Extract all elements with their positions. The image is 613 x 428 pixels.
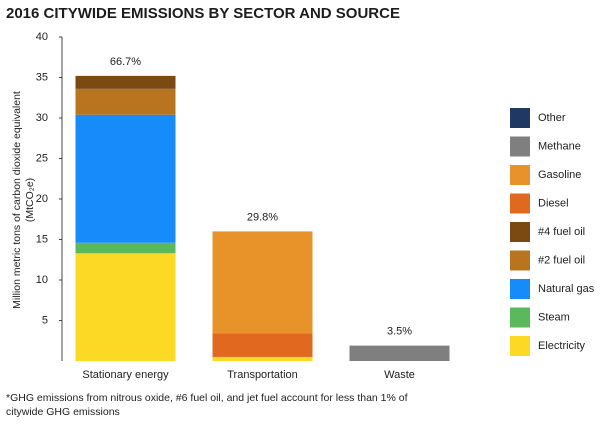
bar-segment: [212, 333, 313, 357]
y-tick-label: 20: [36, 193, 48, 205]
footnote: *GHG emissions from nitrous oxide, #6 fu…: [6, 392, 408, 404]
legend-label: Methane: [538, 140, 581, 152]
legend-label: Natural gas: [538, 283, 595, 295]
share-label: 66.7%: [110, 56, 141, 68]
bar-segment: [75, 242, 176, 254]
legend-swatch: [510, 108, 530, 128]
legend-label: Gasoline: [538, 169, 581, 181]
legend-swatch: [510, 279, 530, 299]
y-tick-label: 5: [42, 314, 48, 326]
y-tick-label: 40: [36, 31, 48, 43]
x-tick-label: Transportation: [227, 369, 298, 381]
share-label: 3.5%: [387, 326, 412, 338]
x-tick-label: Waste: [384, 369, 415, 381]
y-tick-label: 30: [36, 112, 48, 124]
y-axis-label: Million metric tons of carbon dioxide eq…: [11, 91, 23, 309]
y-tick-label: 15: [36, 233, 48, 245]
bar-segment: [212, 356, 313, 361]
legend-label: Steam: [538, 311, 570, 323]
legend-swatch: [510, 307, 530, 328]
legend-label: #2 fuel oil: [538, 254, 585, 266]
legend-swatch: [510, 336, 530, 356]
legend-label: Other: [538, 112, 566, 124]
bar-segment: [75, 88, 176, 115]
y-tick-label: 25: [36, 152, 48, 164]
legend-label: #4 fuel oil: [538, 226, 585, 238]
legend-swatch: [510, 193, 530, 214]
y-axis-label: (MtCO₂e): [24, 178, 36, 222]
y-tick-label: 10: [36, 274, 48, 286]
legend-label: Diesel: [538, 197, 569, 209]
bar-segment: [75, 75, 176, 89]
chart-title: 2016 CITYWIDE EMISSIONS BY SECTOR AND SO…: [6, 5, 400, 22]
bar-segment: [349, 345, 450, 361]
legend-swatch: [510, 222, 530, 242]
bar-segment: [212, 231, 313, 334]
share-label: 29.8%: [247, 211, 278, 223]
y-tick-label: 35: [36, 71, 48, 83]
legend-label: Electricity: [538, 340, 586, 352]
bar-segment: [75, 114, 176, 243]
legend-swatch: [510, 250, 530, 271]
bar-segment: [75, 253, 176, 361]
legend-swatch: [510, 136, 530, 157]
legend-swatch: [510, 165, 530, 185]
x-tick-label: Stationary energy: [82, 369, 169, 381]
footnote: citywide GHG emissions: [6, 406, 120, 418]
